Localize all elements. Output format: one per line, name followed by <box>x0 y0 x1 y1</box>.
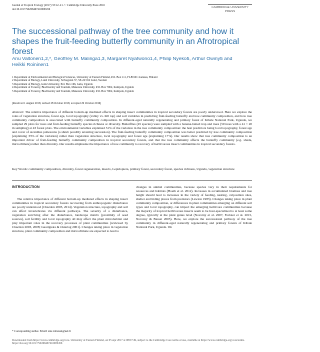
rule <box>12 180 252 181</box>
page: Journal of Tropical Ecology (2017) 33:12… <box>12 4 252 346</box>
journal-line: Journal of Tropical Ecology (2017) 33:12… <box>12 4 105 7</box>
abstract: Abstract: The relative importance of dif… <box>12 110 252 147</box>
received: (Received 1 August 2016; revised 28 Octo… <box>12 102 102 105</box>
download-note: Downloaded from https://www.cambridge.or… <box>12 339 245 346</box>
doi: doi:10.1017/S0266467416000456 <box>12 8 51 11</box>
affiliation: 5 Department of Forestry, Biodiversity a… <box>12 89 134 93</box>
affiliations: 1 Department of Environmental and Biolog… <box>12 76 252 93</box>
column-left: The relative importance of different bot… <box>12 197 128 234</box>
title: The successional pathway of the tree com… <box>12 26 240 56</box>
authors: Anu Valtonen1,2,*, Geoffrey M. Malinga1,… <box>12 57 233 69</box>
affiliation: 1 Department of Environmental and Biolog… <box>12 76 158 79</box>
affiliation: 2 Department of Biology, Lund University… <box>12 79 107 83</box>
affiliation: 4 Department of Forestry, Biodiversity a… <box>12 86 134 90</box>
keywords: Key Words: community composition, divers… <box>12 167 235 171</box>
section-heading: INTRODUCTION <box>12 185 40 189</box>
affiliation: 3 Department of Biology, Gulu University… <box>12 82 93 86</box>
publisher-logo: CAMBRIDGE UNIVERSITY PRESS <box>208 4 252 13</box>
column-right: changes in animal communities, because s… <box>136 185 252 230</box>
footnote: * Corresponding author. Email: anu.valto… <box>12 330 71 333</box>
